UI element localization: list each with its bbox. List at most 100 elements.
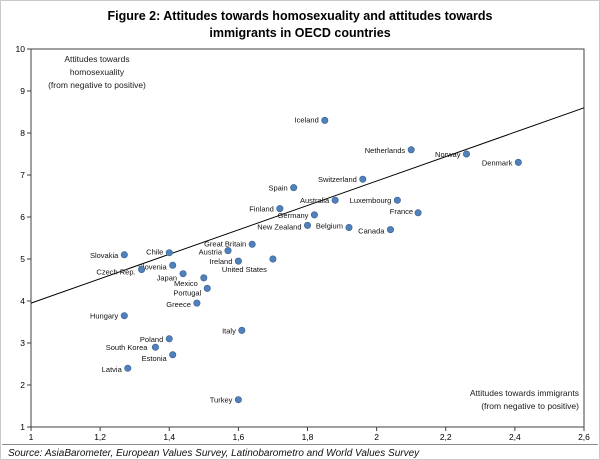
figure-title-line2: immigrants in OECD countries [209,25,391,40]
data-point-label-greece: Greece [166,300,191,309]
y-axis-tick-label: 9 [20,86,25,96]
data-point-new-zealand [303,221,311,229]
x-axis-title: Attitudes towards immigrants (from negat… [470,387,579,413]
x-axis-tick-label: 1,4 [163,432,175,442]
data-point-label-hungary: Hungary [90,311,119,320]
source-note: Source: AsiaBarometer, European Values S… [2,443,598,459]
x-axis-tick-label: 1,8 [302,432,314,442]
data-point-japan [179,269,187,277]
data-point-greece [193,299,201,307]
data-point-australia [331,196,339,204]
data-point-label-turkey: Turkey [210,395,233,404]
data-point-label-poland: Poland [140,335,163,344]
data-point-label-switzerland: Switzerland [318,175,357,184]
data-point-label-australia: Australia [300,196,330,205]
data-point-label-chile: Chile [146,247,163,256]
x-axis-tick-label: 1,2 [94,432,106,442]
x-axis-title-line2: (from negative to positive) [481,400,579,411]
chart-area: 1 1,2 1,4 1,6 1,8 2 2,2 2,4 2,6 1 2 3 4 5 6 7 8 9 10 Icelan… [1,43,599,443]
y-axis-tick-label: 7 [20,170,25,180]
y-axis-tick-label: 10 [16,44,26,54]
scatter-plot: 1 1,2 1,4 1,6 1,8 2 2,2 2,4 2,6 1 2 3 4 5 6 7 8 9 10 Icelan… [16,44,591,442]
data-point-slovakia [120,251,128,259]
x-axis-tick-label: 2 [374,432,379,442]
y-axis-tick-label: 2 [20,380,25,390]
data-point-label-south-korea: South Korea [106,343,149,352]
data-point-label-canada: Canada [358,226,385,235]
data-point-finland [276,204,284,212]
data-point-iceland [321,116,329,124]
data-point-austria [224,246,232,254]
data-point-luxembourg [393,196,401,204]
y-axis-tick-label: 4 [20,296,25,306]
data-point-label-netherlands: Netherlands [365,146,406,155]
data-point-czech-rep [138,265,146,273]
y-axis-tick-label: 8 [20,128,25,138]
data-point-label-germany: Germany [278,211,309,220]
data-point-south-korea [151,343,159,351]
data-point-label-mexico: Mexico [174,279,198,288]
x-axis-tick-label: 2,6 [578,432,590,442]
data-point-portugal [203,284,211,292]
x-axis-tick-label: 1 [29,432,34,442]
data-point-label-great-britain: Great Britain [204,239,246,248]
x-axis-tick-label: 2,4 [509,432,521,442]
data-point-mexico [200,274,208,282]
data-point-label-belgium: Belgium [316,221,343,230]
data-point-label-iceland: Iceland [295,115,319,124]
data-point-label-italy: Italy [222,326,236,335]
data-point-label-ireland: Ireland [209,257,232,266]
data-point-germany [310,211,318,219]
data-point-label-portugal: Portugal [173,288,201,297]
y-axis-tick-label: 1 [20,422,25,432]
data-point-label-france: France [390,207,413,216]
y-axis-title-line1: Attitudes towards [64,53,130,64]
data-point-united-states [269,255,277,263]
data-point-poland [165,335,173,343]
x-axis-title-line1: Attitudes towards immigrants [469,387,579,398]
data-point-spain [290,183,298,191]
data-point-italy [238,326,246,334]
data-point-turkey [234,395,242,403]
trend-line [30,107,585,304]
data-point-label-estonia: Estonia [142,354,168,363]
data-point-label-united-states: United States [222,265,267,274]
data-point-norway [462,150,470,158]
figure-title: Figure 2: Attitudes towards homosexualit… [1,1,599,42]
data-point-label-slovakia: Slovakia [90,251,119,260]
figure-title-line1: Figure 2: Attitudes towards homosexualit… [107,9,493,23]
data-point-slovenia [169,261,177,269]
data-point-belgium [345,223,353,231]
data-point-chile [165,248,173,256]
data-point-label-norway: Norway [435,150,461,159]
data-point-netherlands [407,146,415,154]
data-point-denmark [514,158,522,166]
x-axis-tick-label: 1,6 [232,432,244,442]
data-point-label-spain: Spain [268,183,287,192]
data-point-france [414,209,422,217]
data-point-great-britain [248,240,256,248]
data-point-label-new-zealand: New Zealand [257,222,301,231]
data-point-label-finland: Finland [249,204,274,213]
y-axis-tick-label: 5 [20,254,25,264]
data-point-ireland [234,257,242,265]
data-point-label-japan: Japan [157,273,177,282]
data-point-latvia [124,364,132,372]
x-axis-tick-label: 2,2 [440,432,452,442]
data-point-label-slovenia: Slovenia [138,262,168,271]
data-point-canada [386,225,394,233]
data-point-label-denmark: Denmark [482,158,513,167]
y-axis-tick-label: 6 [20,212,25,222]
data-point-label-austria: Austria [199,247,223,256]
y-axis-title-line3: (from negative to positive) [48,80,146,91]
y-axis-tick-label: 3 [20,338,25,348]
data-point-hungary [120,311,128,319]
data-point-label-czech-rep: Czech Rep. [96,267,135,276]
data-point-label-luxembourg: Luxembourg [350,196,392,205]
data-point-label-latvia: Latvia [102,365,123,374]
data-point-estonia [169,351,177,359]
y-axis-title-line2: homosexuality [69,66,125,77]
y-axis-title: Attitudes towards homosexuality (from ne… [37,53,157,93]
data-point-switzerland [359,175,367,183]
